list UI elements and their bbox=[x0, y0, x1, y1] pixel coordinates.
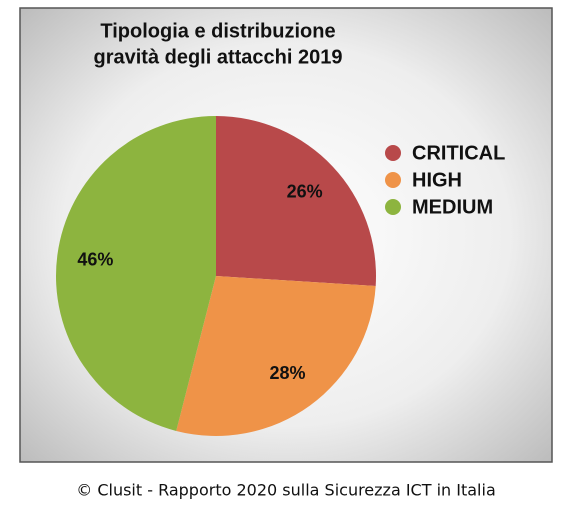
legend-swatch bbox=[385, 172, 401, 188]
value-label: 28% bbox=[269, 363, 305, 383]
pie-slice bbox=[55, 116, 216, 431]
legend-swatch bbox=[385, 199, 401, 215]
legend-swatch bbox=[385, 145, 401, 161]
legend-label: HIGH bbox=[412, 169, 462, 191]
caption: © Clusit - Rapporto 2020 sulla Sicurezza… bbox=[76, 481, 496, 500]
legend-label: CRITICAL bbox=[412, 142, 505, 164]
pie-slice bbox=[176, 276, 376, 437]
chart-title: gravità degli attacchi 2019 bbox=[93, 46, 342, 68]
chart-title: Tipologia e distribuzione bbox=[100, 20, 335, 42]
value-label: 46% bbox=[77, 250, 113, 270]
legend-label: MEDIUM bbox=[412, 196, 493, 218]
pie-slice bbox=[216, 116, 376, 287]
value-label: 26% bbox=[287, 182, 323, 202]
